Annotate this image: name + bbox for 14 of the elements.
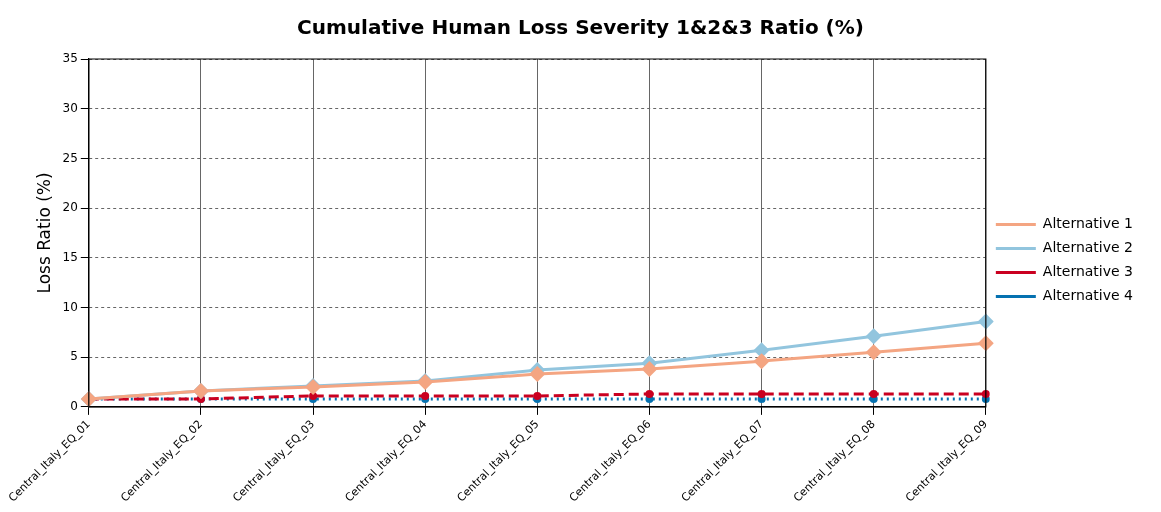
y-tick-label: 30: [62, 100, 78, 115]
y-tick-label: 0: [70, 398, 78, 413]
y-axis-title: Loss Ratio (%): [33, 172, 54, 294]
chart-title: Cumulative Human Loss Severity 1&2&3 Ratio (%): [297, 15, 864, 40]
y-tick-label: 25: [62, 150, 78, 165]
y-tick-label: 10: [62, 299, 78, 314]
legend-label: Alternative 3: [1042, 263, 1134, 280]
y-tick-label: 20: [62, 200, 78, 215]
legend-label: Alternative 1: [1042, 215, 1134, 232]
y-tick-label: 35: [62, 51, 78, 66]
y-tick-label: 5: [70, 349, 78, 364]
y-tick-label: 15: [62, 249, 78, 264]
legend-label: Alternative 4: [1042, 287, 1134, 304]
legend-label: Alternative 2: [1042, 239, 1134, 256]
